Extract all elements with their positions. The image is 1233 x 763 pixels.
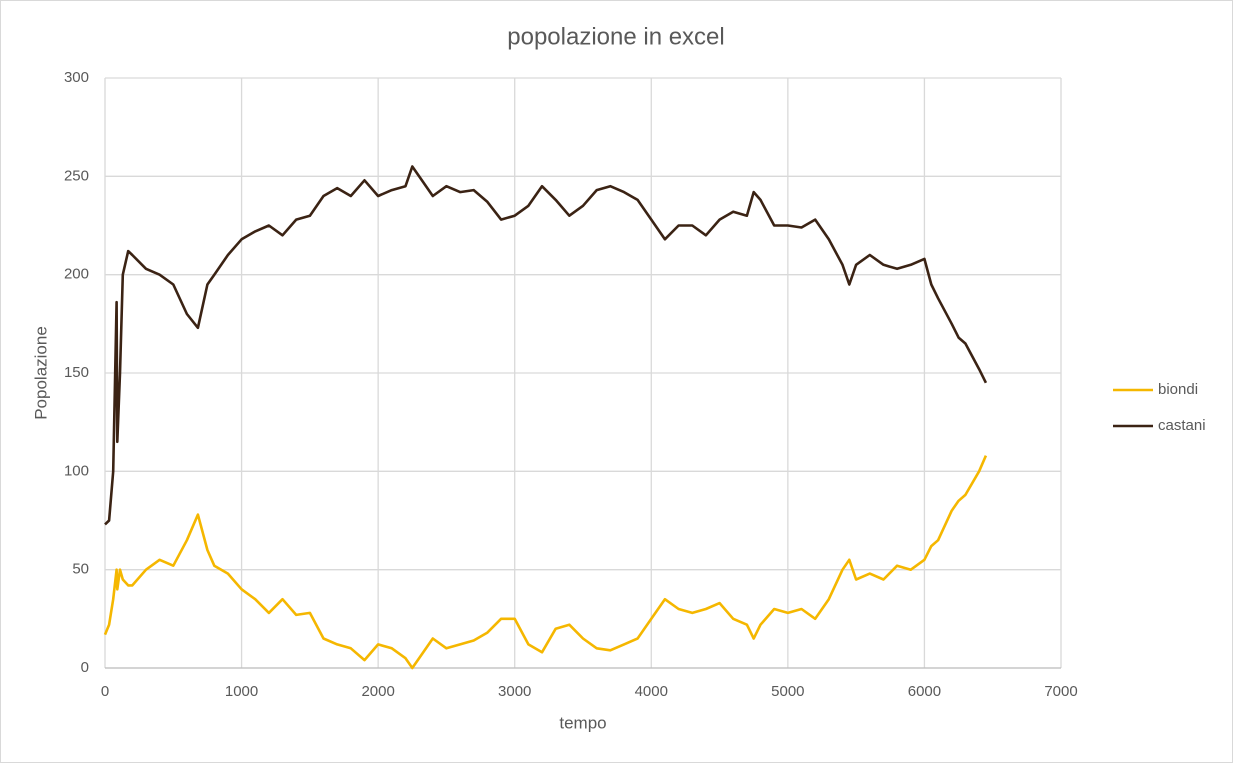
y-tick-label: 250 bbox=[64, 167, 89, 184]
chart-title: popolazione in excel bbox=[507, 23, 725, 50]
data-line bbox=[104, 165, 988, 526]
x-tick-label: 7000 bbox=[1044, 683, 1077, 700]
y-tick-label: 200 bbox=[64, 266, 89, 283]
x-tick-label: 2000 bbox=[361, 683, 394, 700]
x-tick-label: 6000 bbox=[908, 683, 941, 700]
y-axis-title: Popolazione bbox=[31, 326, 50, 420]
y-tick-label: 150 bbox=[64, 364, 89, 381]
y-tick-label: 100 bbox=[64, 462, 89, 479]
legend-label: biondi bbox=[1158, 381, 1198, 398]
data-line bbox=[103, 455, 988, 670]
x-tick-label: 3000 bbox=[498, 683, 531, 700]
x-tick-label: 4000 bbox=[635, 683, 668, 700]
y-tick-label: 50 bbox=[72, 561, 89, 578]
x-tick-label: 1000 bbox=[225, 683, 258, 700]
x-tick-label: 0 bbox=[101, 683, 109, 700]
y-tick-label: 300 bbox=[64, 69, 89, 86]
x-tick-label: 5000 bbox=[771, 683, 804, 700]
legend-label: castani bbox=[1158, 417, 1206, 434]
x-axis-title: tempo bbox=[559, 713, 606, 732]
y-tick-label: 0 bbox=[81, 659, 89, 676]
